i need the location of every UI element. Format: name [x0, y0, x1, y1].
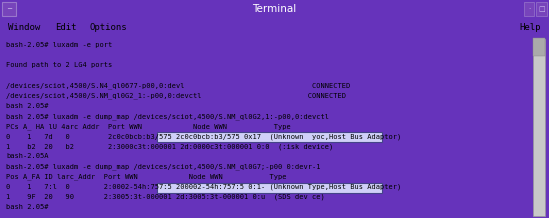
Text: 0    1   7d   0         2c0c0bcb:b3/575 2c0c0bcb:b3/575 0x17  (Unknown  yoc,Host: 0 1 7d 0 2c0c0bcb:b3/575 2c0c0bcb:b3/575…: [6, 133, 401, 140]
Text: Edit: Edit: [55, 23, 76, 32]
Bar: [533, 38, 545, 56]
Text: bash-2.05# luxadm -e port: bash-2.05# luxadm -e port: [6, 42, 112, 48]
Text: Options: Options: [90, 23, 127, 32]
Text: bash 2.05#: bash 2.05#: [6, 204, 48, 210]
Bar: [536, 2, 547, 16]
Text: /devices/sciot,4500/S.N4_ql0677-p00,0:devl                              CONNECTE: /devices/sciot,4500/S.N4_ql0677-p00,0:de…: [6, 83, 350, 89]
Text: /devices/sciot,4500/S.NM_ql0G2_1:-p00,0:devctl                         CONNECTED: /devices/sciot,4500/S.NM_ql0G2_1:-p00,0:…: [6, 93, 346, 99]
Text: □: □: [538, 6, 545, 12]
Bar: [533, 39, 545, 216]
Text: bash 2.05#: bash 2.05#: [6, 103, 48, 109]
Bar: [524, 2, 534, 16]
Text: Pos A_FA ID larc_Addr  Port WWN            Node WWN           Type: Pos A_FA ID larc_Addr Port WWN Node WWN …: [6, 174, 287, 180]
Text: 1    9F  20   90       2:3005:3t-000001 2d:3005:3t-000001 0:u  (SDS dev ce): 1 9F 20 90 2:3005:3t-000001 2d:3005:3t-0…: [6, 194, 325, 200]
Text: bash-2.05# luxadm -e dump_map /devices/sciot,4500/S.NM_ql0G7;-p00 0:devr-1: bash-2.05# luxadm -e dump_map /devices/s…: [6, 164, 321, 170]
Text: 1    b2  20   b2        2:3000c3t:000001 2d:0000c3t:000001 0:0  (:isk device): 1 b2 20 b2 2:3000c3t:000001 2d:0000c3t:0…: [6, 143, 333, 150]
Text: PCs A_ HA lU 4arc Addr  Port WWN            Node WWN           Type: PCs A_ HA lU 4arc Addr Port WWN Node WWN…: [6, 123, 291, 130]
Text: bash 2.05# luxadm -e dump_map /devices/sciot,4500/S.NM_ql0G2,1:-p00,0:devctl: bash 2.05# luxadm -e dump_map /devices/s…: [6, 113, 329, 120]
Text: ─: ─: [7, 6, 11, 12]
Bar: [157, 132, 382, 142]
Bar: [2, 2, 16, 16]
Text: Help: Help: [519, 23, 541, 32]
Bar: [157, 183, 382, 193]
Text: Found path to 2 LG4 ports: Found path to 2 LG4 ports: [6, 62, 112, 68]
Text: Window: Window: [8, 23, 40, 32]
Text: 0    1   7:l  0        2:0002-54h:757:5 200002-54h:757:5 0:1- (Unknown Type,Host: 0 1 7:l 0 2:0002-54h:757:5 200002-54h:75…: [6, 184, 401, 190]
Text: Terminal: Terminal: [253, 4, 296, 14]
Text: bash-2.05A: bash-2.05A: [6, 153, 48, 159]
Text: ·: ·: [528, 6, 530, 12]
